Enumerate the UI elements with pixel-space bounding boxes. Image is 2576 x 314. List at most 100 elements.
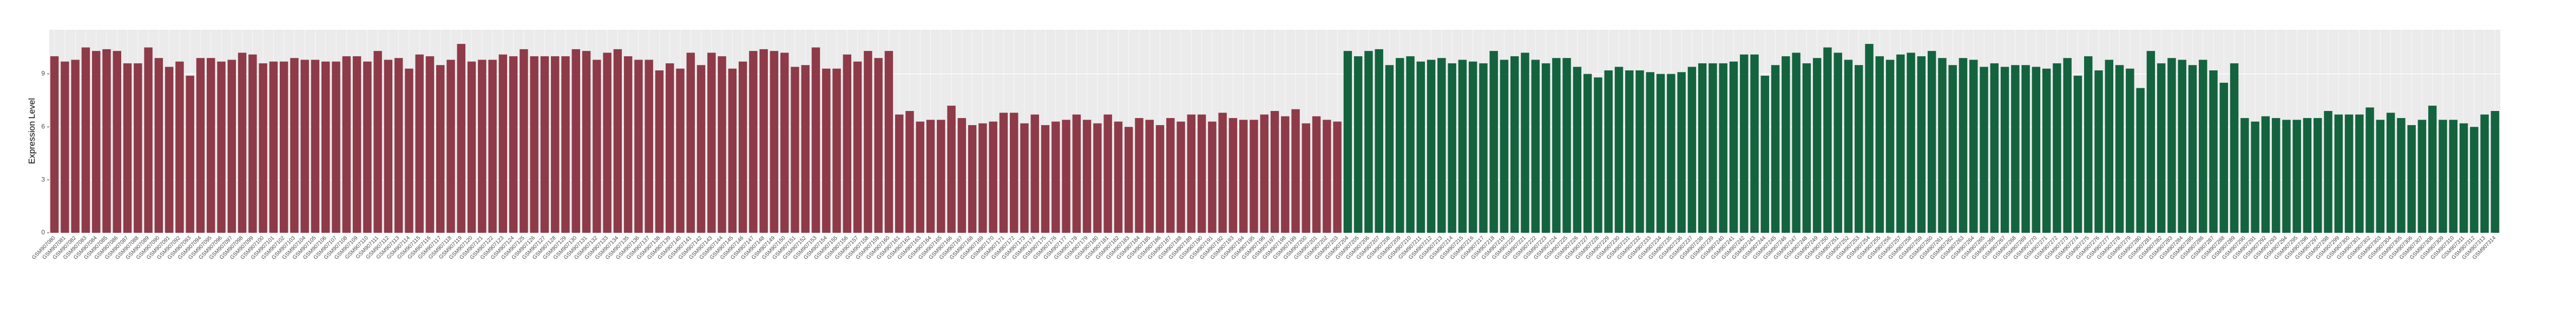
bar	[1427, 60, 1436, 233]
bar	[1677, 72, 1686, 233]
bar	[2324, 111, 2332, 233]
bar	[488, 60, 497, 233]
bar	[1792, 53, 1800, 233]
bar	[1959, 58, 1968, 233]
bar	[780, 53, 789, 233]
bar	[1375, 49, 1383, 233]
bar	[801, 65, 810, 233]
bar	[718, 56, 726, 233]
bar	[926, 120, 935, 233]
bar	[1500, 60, 1509, 233]
bar	[2428, 106, 2437, 233]
bar	[2282, 120, 2291, 233]
bar	[2303, 118, 2312, 233]
bar	[1948, 65, 1957, 233]
bar	[1166, 118, 1175, 233]
bar	[1698, 63, 1707, 233]
y-tick-label: 6	[41, 123, 45, 130]
bar	[1855, 65, 1863, 233]
bar	[843, 54, 852, 233]
bar	[550, 56, 560, 233]
bar	[2240, 118, 2249, 233]
bar	[332, 61, 340, 233]
bar	[1635, 70, 1644, 233]
bar	[1489, 51, 1498, 233]
bar	[1760, 75, 1770, 233]
bar	[113, 51, 121, 233]
bar	[1281, 116, 1290, 233]
bar	[321, 61, 330, 233]
bar	[655, 70, 664, 233]
y-tick-label: 3	[41, 175, 45, 183]
bar	[1844, 60, 1853, 233]
bar	[957, 118, 967, 233]
bar	[2417, 120, 2427, 233]
bar	[1771, 65, 1780, 233]
bar	[300, 60, 309, 233]
bar	[2115, 65, 2124, 233]
bar	[1312, 116, 1321, 233]
bar	[2146, 51, 2156, 233]
bar	[394, 58, 403, 233]
bar	[1114, 121, 1123, 233]
bar	[1510, 56, 1519, 233]
bar	[1208, 121, 1217, 233]
bar	[248, 54, 257, 233]
bar	[134, 63, 142, 233]
bar	[864, 51, 872, 233]
bar	[425, 56, 435, 233]
bar	[2199, 60, 2207, 233]
bar	[2397, 118, 2406, 233]
bar	[770, 51, 779, 233]
bar	[217, 61, 226, 233]
bar	[2470, 127, 2479, 233]
bar	[2459, 123, 2468, 233]
bar	[207, 58, 215, 233]
bar	[1740, 54, 1749, 233]
bar	[2251, 121, 2259, 233]
bar	[2053, 63, 2061, 233]
bar	[186, 75, 194, 233]
bar	[1782, 56, 1790, 233]
bar	[1583, 74, 1592, 233]
bar	[2376, 120, 2385, 233]
bar	[1260, 114, 1269, 233]
bar	[478, 60, 487, 233]
bar	[2344, 114, 2354, 233]
bar	[1667, 74, 1675, 233]
bar	[1656, 74, 1665, 233]
bar	[1719, 63, 1727, 233]
bar	[593, 60, 601, 233]
bar	[1250, 120, 1258, 233]
bar	[144, 47, 153, 233]
bar	[1812, 58, 1822, 233]
bar	[1823, 47, 1832, 233]
bar	[154, 58, 163, 233]
bar	[937, 120, 945, 233]
bar	[1155, 125, 1165, 233]
bar	[895, 114, 904, 233]
y-tick-label: 9	[41, 70, 45, 77]
bar	[2230, 63, 2239, 233]
bar	[1980, 67, 1988, 233]
bar	[311, 60, 320, 233]
bar	[238, 53, 247, 233]
bar	[467, 61, 476, 233]
bar	[1302, 123, 1311, 233]
bar	[405, 68, 413, 233]
bar	[2490, 111, 2500, 233]
bar	[1270, 111, 1279, 233]
bar	[1052, 121, 1060, 233]
bar	[2386, 113, 2395, 233]
bar	[1468, 61, 1477, 233]
bar	[2480, 114, 2489, 233]
bar	[2073, 75, 2082, 233]
bar	[1541, 63, 1550, 233]
bar	[1396, 58, 1404, 233]
y-axis-label: Expression Level	[28, 98, 37, 164]
bar	[540, 56, 549, 233]
bar	[582, 51, 591, 233]
bar	[498, 54, 508, 233]
